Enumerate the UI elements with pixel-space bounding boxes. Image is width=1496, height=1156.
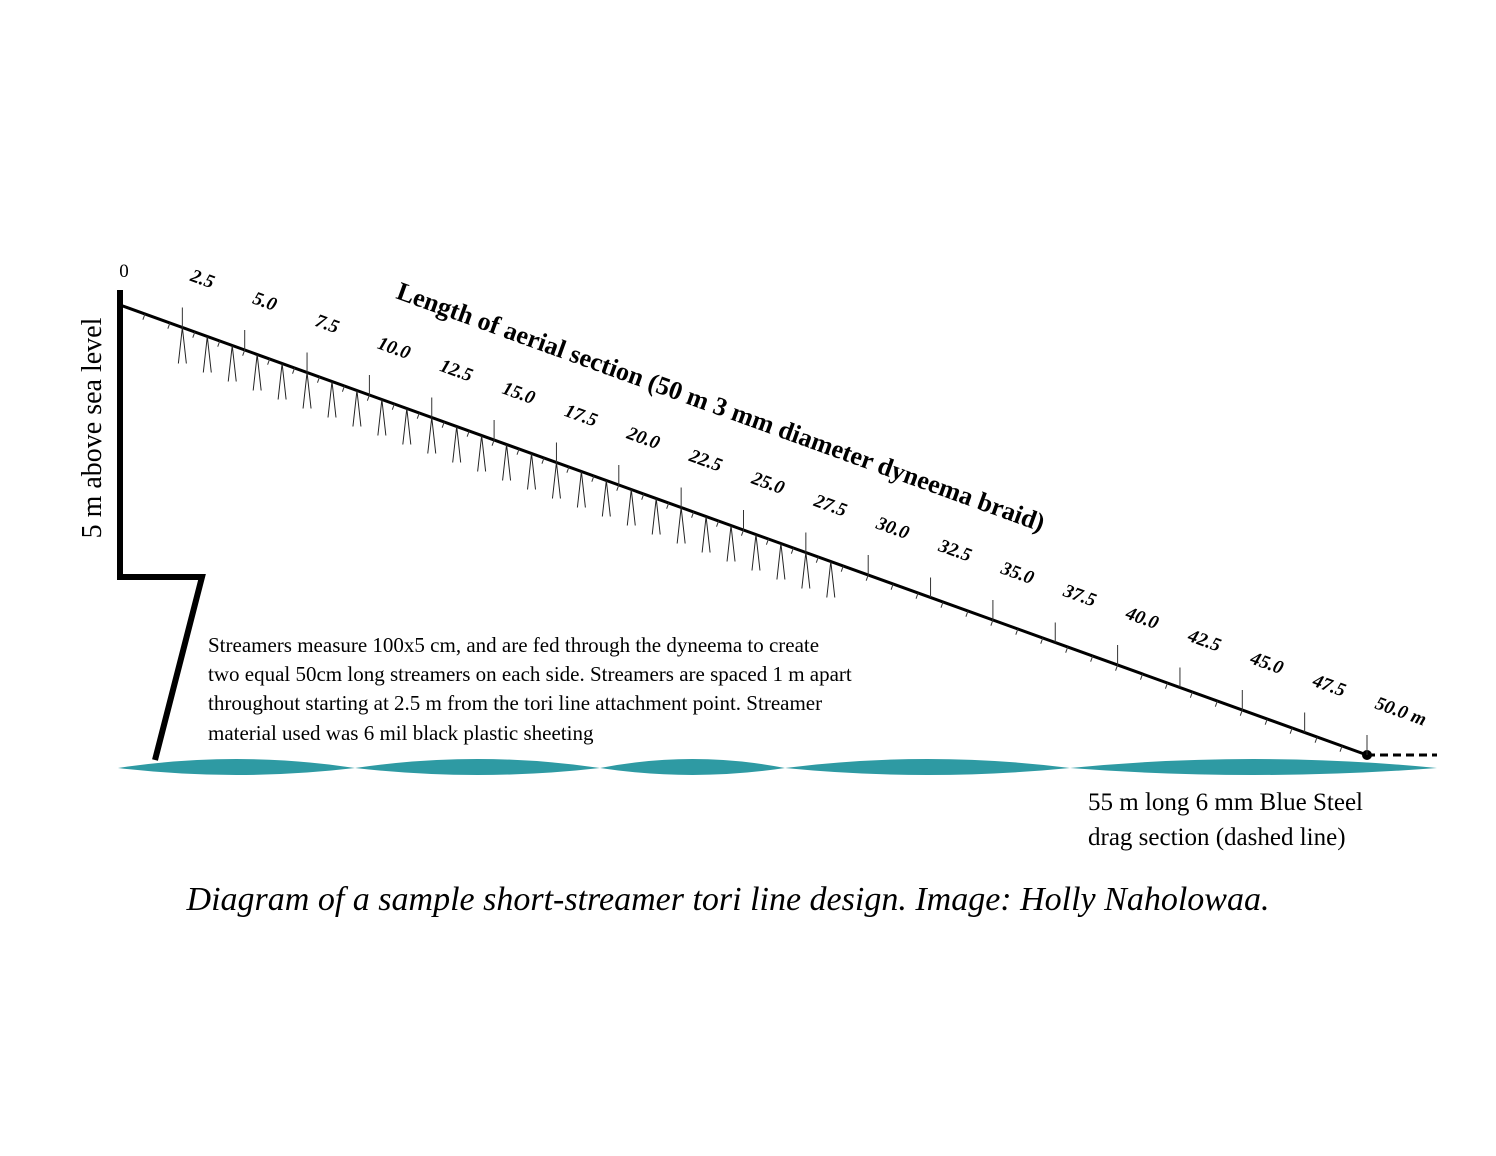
streamer: [527, 453, 537, 490]
note-line: throughout starting at 2.5 m from the to…: [208, 691, 822, 715]
note-line: Streamers measure 100x5 cm, and are fed …: [208, 633, 819, 657]
small-tick: [1140, 673, 1144, 680]
streamer: [701, 516, 711, 553]
small-tick: [466, 430, 470, 437]
small-tick: [1015, 628, 1019, 635]
streamer: [826, 561, 836, 598]
small-tick: [192, 331, 196, 338]
small-tick: [1164, 682, 1168, 689]
streamer: [751, 534, 761, 571]
small-tick: [591, 475, 595, 482]
streamer: [402, 408, 412, 445]
small-tick: [990, 619, 994, 626]
small-tick: [1289, 727, 1293, 734]
streamer: [726, 525, 736, 562]
small-tick: [267, 358, 271, 365]
small-tick: [142, 313, 146, 320]
small-tick: [790, 547, 794, 554]
small-tick: [1339, 745, 1343, 752]
small-tick: [616, 484, 620, 491]
streamer: [252, 354, 262, 391]
streamer: [626, 489, 636, 526]
vessel: [117, 290, 206, 761]
streamer: [352, 390, 362, 427]
small-tick: [716, 520, 720, 527]
streamer: [576, 471, 586, 508]
streamer: [651, 498, 661, 535]
small-tick: [1065, 646, 1069, 653]
small-tick: [1115, 664, 1119, 671]
small-tick: [666, 502, 670, 509]
small-tick: [1189, 691, 1193, 698]
streamer: [227, 345, 237, 382]
small-tick: [915, 592, 919, 599]
small-tick: [541, 457, 545, 464]
streamer: [277, 363, 287, 400]
streamer: [177, 327, 187, 364]
small-tick: [441, 421, 445, 428]
distance-label: 0: [119, 261, 129, 282]
streamer: [601, 480, 611, 517]
streamer: [676, 507, 686, 544]
small-tick: [217, 340, 221, 347]
note-line: two equal 50cm long streamers on each si…: [208, 662, 852, 686]
streamer: [452, 426, 462, 463]
small-tick: [1264, 718, 1268, 725]
small-tick: [815, 556, 819, 563]
small-tick: [740, 529, 744, 536]
streamer: [776, 543, 786, 580]
small-tick: [1040, 637, 1044, 644]
small-tick: [940, 601, 944, 608]
streamer: [302, 372, 312, 409]
streamer: [801, 552, 811, 589]
small-tick: [292, 367, 296, 374]
note-line: material used was 6 mil black plastic sh…: [208, 721, 594, 745]
small-tick: [1314, 736, 1318, 743]
small-tick: [641, 493, 645, 500]
small-tick: [491, 439, 495, 446]
streamer: [202, 336, 212, 373]
small-tick: [167, 322, 171, 329]
streamer: [502, 444, 512, 481]
small-tick: [391, 403, 395, 410]
ticks: [142, 307, 1368, 755]
streamer: [327, 381, 337, 418]
streamer: [377, 399, 387, 436]
small-tick: [366, 394, 370, 401]
caption: Diagram of a sample short-streamer tori …: [186, 881, 1270, 918]
small-tick: [890, 583, 894, 590]
small-tick: [1214, 700, 1218, 707]
streamer: [551, 462, 561, 499]
small-tick: [865, 574, 869, 581]
small-tick: [416, 412, 420, 419]
small-tick: [1239, 709, 1243, 716]
small-tick: [965, 610, 969, 617]
small-tick: [516, 448, 520, 455]
water: [118, 759, 1437, 775]
small-tick: [341, 385, 345, 392]
drag-label: 55 m long 6 mm Blue Steel: [1088, 789, 1363, 816]
small-tick: [840, 565, 844, 572]
streamer: [477, 435, 487, 472]
small-tick: [317, 376, 320, 383]
small-tick: [765, 538, 769, 545]
small-tick: [242, 349, 246, 356]
note: Streamers measure 100x5 cm, and are fed …: [208, 633, 852, 745]
small-tick: [1090, 655, 1094, 662]
small-tick: [566, 466, 570, 473]
small-tick: [691, 511, 695, 518]
vertical-label: 5 m above sea level: [77, 317, 108, 538]
drag-label: drag section (dashed line): [1088, 824, 1346, 851]
streamer: [427, 417, 437, 454]
